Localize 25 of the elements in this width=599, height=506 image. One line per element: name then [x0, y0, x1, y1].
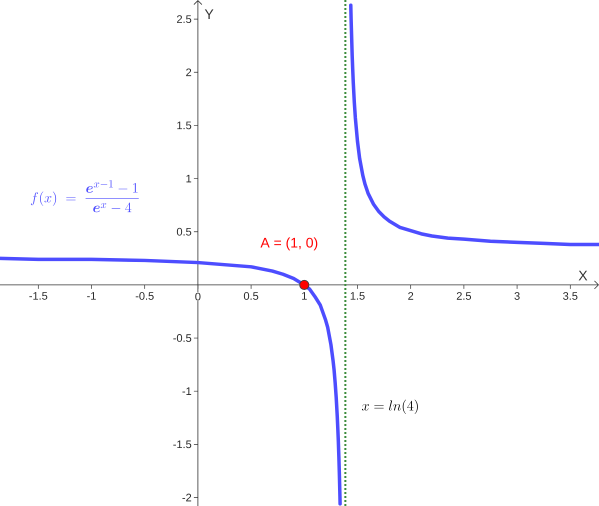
- y-tick-label: -1.5: [173, 440, 192, 448]
- x-tick-label: 3.5: [563, 292, 578, 300]
- x-tick-label: 0: [195, 292, 201, 300]
- y-tick-label: -2: [182, 494, 192, 502]
- y-tick-label: 2: [186, 68, 192, 76]
- y-tick-label: 0.5: [176, 228, 192, 236]
- x-tick-label: 2: [408, 292, 414, 300]
- x-tick-label: -0.5: [136, 292, 154, 300]
- x-tick-label: 0.5: [244, 292, 258, 300]
- y-tick-label: 1: [186, 174, 192, 182]
- x-tick-label: -1: [87, 292, 96, 300]
- x-tick-label: 2.5: [456, 292, 472, 300]
- y-tick-label: -1: [182, 387, 192, 395]
- x-tick-label: 3: [514, 292, 520, 300]
- x-tick-label: -1.5: [29, 292, 48, 300]
- x-axis-title: X: [578, 270, 588, 280]
- annotation: $f(x) \;=\; \dfrac{\boldsymbol{e}^{x-1}-1}{\boldsymbol{e}^{x}-4}$: [30, 180, 139, 212]
- y-tick-label: -0.5: [173, 334, 192, 342]
- x-tick-label: 1: [302, 292, 307, 300]
- y-tick-label: 1.5: [177, 122, 192, 130]
- x-tick-label: 1.5: [350, 292, 365, 300]
- y-axis-title: Y: [204, 9, 214, 19]
- text: A = (1, 0): [260, 237, 318, 250]
- y-tick-label: 2.5: [177, 15, 192, 24]
- ref-line-label: $x = ln(4)$: [362, 400, 418, 414]
